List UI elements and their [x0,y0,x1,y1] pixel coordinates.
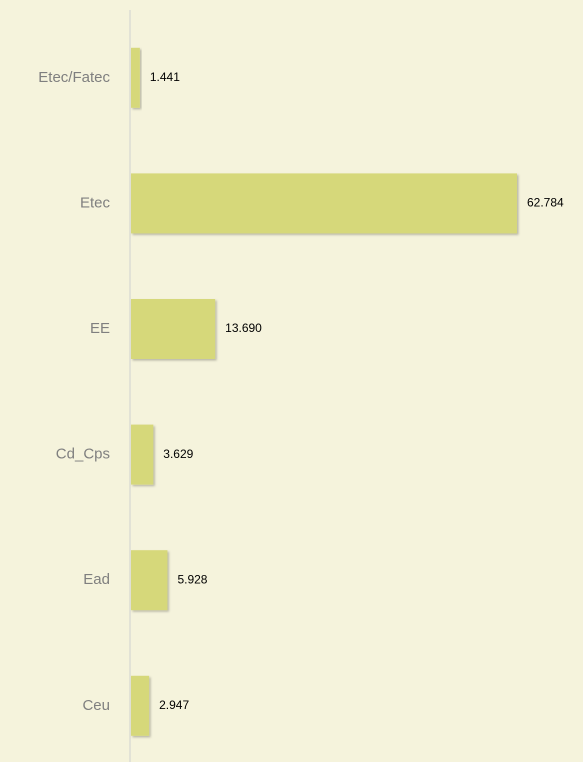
bar [131,299,216,359]
y-tick-label: Etec/Fatec [38,69,110,86]
bar [131,47,140,108]
value-label: 2.947 [159,698,189,712]
y-tick-label: Ceu [82,697,110,714]
bar [131,173,517,234]
y-tick-label: Ead [83,571,110,588]
bar [131,550,168,611]
bar [131,424,154,485]
y-tick-label: EE [90,320,110,337]
value-label: 13.690 [225,321,262,335]
value-label: 3.629 [163,447,193,461]
value-label: 5.928 [177,572,207,586]
bar [131,675,150,736]
y-tick-label: Cd_Cps [56,446,110,463]
value-label: 1.441 [150,70,180,84]
value-label: 62.784 [527,196,564,210]
y-tick-label: Etec [80,194,111,211]
